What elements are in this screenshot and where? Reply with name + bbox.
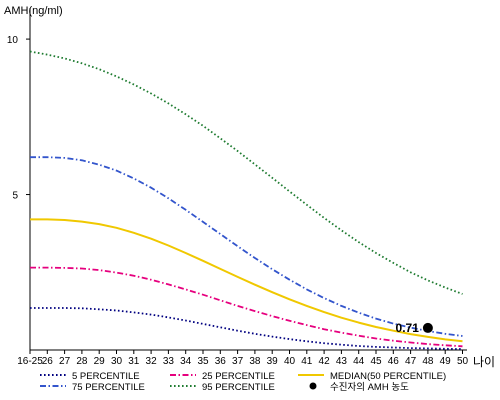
x-tick-label: 36	[215, 356, 227, 367]
x-tick-label: 41	[301, 356, 313, 367]
series-line-0	[30, 307, 463, 350]
x-tick-label: 34	[180, 356, 192, 367]
x-tick-label: 37	[232, 356, 244, 367]
x-tick-label: 46	[388, 356, 400, 367]
series-line-4	[29, 50, 463, 295]
patient-marker-label: 0.71	[396, 321, 420, 335]
y-tick-label: 10	[7, 35, 19, 46]
y-axis-title: AMH(ng/ml)	[4, 5, 63, 17]
legend-label-3: 75 PERCENTILE	[72, 382, 145, 393]
x-tick-label: 38	[249, 356, 261, 367]
legend-marker-dot	[309, 382, 317, 390]
x-tick-label: 31	[128, 356, 140, 367]
x-tick-label: 50	[457, 356, 469, 367]
x-tick-label: 30	[111, 356, 123, 367]
x-tick-label: 43	[336, 356, 348, 367]
legend-marker-label: 수진자의 AMH 농도	[330, 382, 409, 393]
x-tick-label: 26	[42, 356, 54, 367]
x-tick-label: 29	[94, 356, 106, 367]
series-line-2	[30, 218, 463, 343]
x-tick-label: 27	[59, 356, 71, 367]
series-line-3	[30, 156, 463, 337]
series-lines	[29, 50, 463, 350]
series-line-1	[30, 266, 463, 348]
x-tick-label: 49	[440, 356, 452, 367]
x-tick-label: 33	[163, 356, 175, 367]
legend: 5 PERCENTILE 25 PERCENTILE MEDIAN(50 PERCE…	[40, 371, 446, 393]
x-tick-label: 16-25	[17, 356, 43, 367]
x-tick-label: 44	[353, 356, 365, 367]
x-tick-label: 47	[405, 356, 417, 367]
x-tick-label: 32	[146, 356, 158, 367]
legend-label-2: MEDIAN(50 PERCENTILE)	[330, 371, 446, 382]
x-axis-title: 나이	[473, 355, 495, 369]
legend-label-0: 5 PERCENTILE	[72, 371, 140, 382]
x-tick-label: 42	[319, 356, 331, 367]
x-tick-label: 40	[284, 356, 296, 367]
x-tick-label: 35	[197, 356, 209, 367]
y-tick-label: 5	[12, 191, 18, 202]
x-tick-label: 48	[422, 356, 434, 367]
patient-marker: 0.71	[396, 321, 433, 335]
x-tick-label: 45	[370, 356, 382, 367]
x-tick-label: 39	[267, 356, 279, 367]
legend-label-4: 95 PERCENTILE	[202, 382, 275, 393]
legend-label-1: 25 PERCENTILE	[202, 371, 275, 382]
x-tick-label: 28	[76, 356, 88, 367]
patient-marker-dot	[422, 322, 433, 333]
